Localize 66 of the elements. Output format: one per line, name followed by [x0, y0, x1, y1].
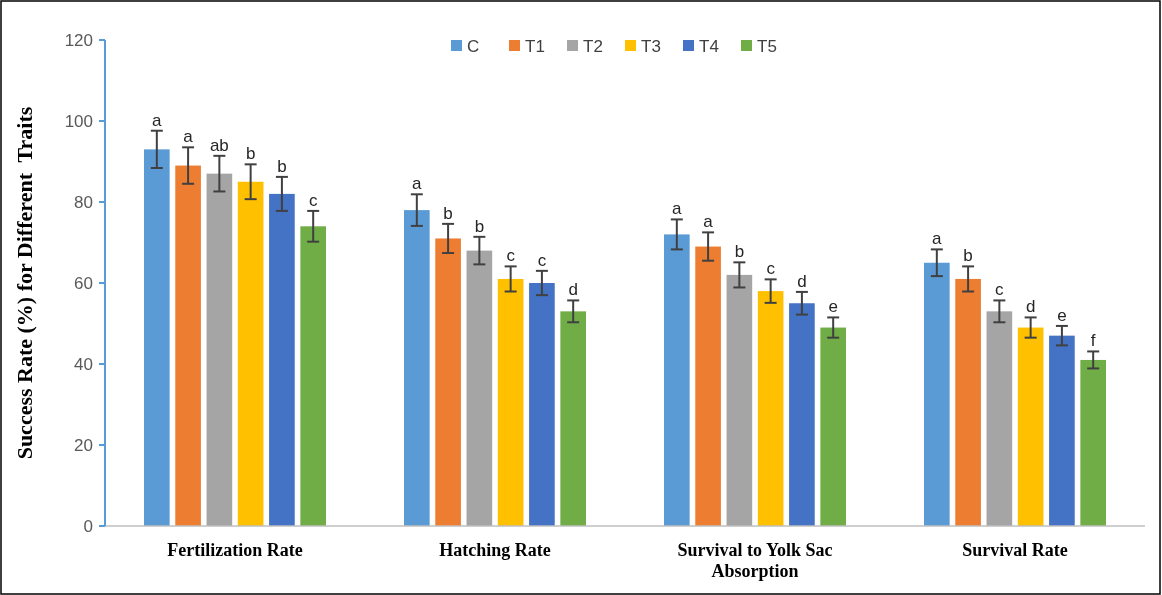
bar [1080, 359, 1106, 526]
data-label: a [672, 199, 683, 219]
legend-label: T3 [641, 36, 661, 56]
data-label: c [506, 246, 516, 266]
bar [404, 210, 430, 526]
data-label: a [932, 229, 943, 249]
y-tick-label: 40 [74, 354, 93, 374]
bar [757, 291, 784, 526]
bar [820, 327, 846, 526]
data-label: a [412, 174, 423, 194]
data-label: d [568, 280, 578, 300]
bar [664, 234, 690, 526]
data-label: a [183, 127, 194, 147]
bar [986, 311, 1013, 526]
bar [1049, 335, 1075, 526]
y-tick-label: 60 [74, 273, 93, 293]
bar [269, 193, 295, 526]
legend-label: T1 [525, 36, 545, 56]
data-label: d [1025, 297, 1036, 317]
data-label: a [152, 110, 163, 130]
legend-label: C [467, 36, 480, 56]
bar [529, 283, 555, 526]
bar [144, 149, 170, 526]
x-tick-label: Hatching Rate [439, 540, 551, 560]
data-label: c [537, 250, 547, 270]
data-label: ab [209, 135, 229, 155]
y-tick-label: 0 [83, 516, 93, 536]
data-label: e [828, 297, 838, 317]
legend-label: T5 [757, 36, 777, 56]
data-label: c [308, 190, 318, 210]
x-tick-label: Survival Rate [962, 540, 1068, 560]
data-label: c [995, 280, 1005, 300]
bar [300, 226, 326, 526]
y-tick-label: 20 [74, 435, 93, 455]
y-axis-title: Success Rate (%) for Different Traits [12, 106, 37, 460]
bar [695, 246, 721, 526]
x-tick-label: Fertilization Rate [167, 540, 303, 560]
y-tick-label: 120 [64, 30, 93, 50]
data-label: a [703, 212, 714, 232]
bar [175, 165, 201, 526]
bar [955, 278, 981, 526]
data-label: b [963, 246, 973, 266]
data-label: b [474, 216, 485, 236]
data-label: b [734, 242, 745, 262]
legend-label: T2 [583, 36, 603, 56]
bar [497, 278, 524, 526]
data-label: b [245, 144, 256, 164]
data-label: c [766, 259, 776, 279]
y-tick-label: 80 [74, 192, 93, 212]
bar [206, 173, 233, 526]
bar [1017, 327, 1044, 526]
legend-label: T4 [699, 36, 719, 56]
data-label: d [797, 271, 807, 291]
x-tick-label: Survival to Yolk Sac Absorption [677, 540, 833, 581]
bar [924, 262, 950, 526]
bar [435, 238, 461, 526]
data-label: b [443, 203, 453, 223]
bar [466, 250, 493, 526]
data-label: b [277, 156, 287, 176]
bar [237, 181, 264, 526]
y-tick-label: 100 [64, 111, 93, 131]
bar [789, 303, 815, 526]
data-label: f [1090, 331, 1096, 351]
bar [560, 311, 586, 526]
data-label: e [1057, 305, 1067, 325]
bar [726, 274, 753, 526]
